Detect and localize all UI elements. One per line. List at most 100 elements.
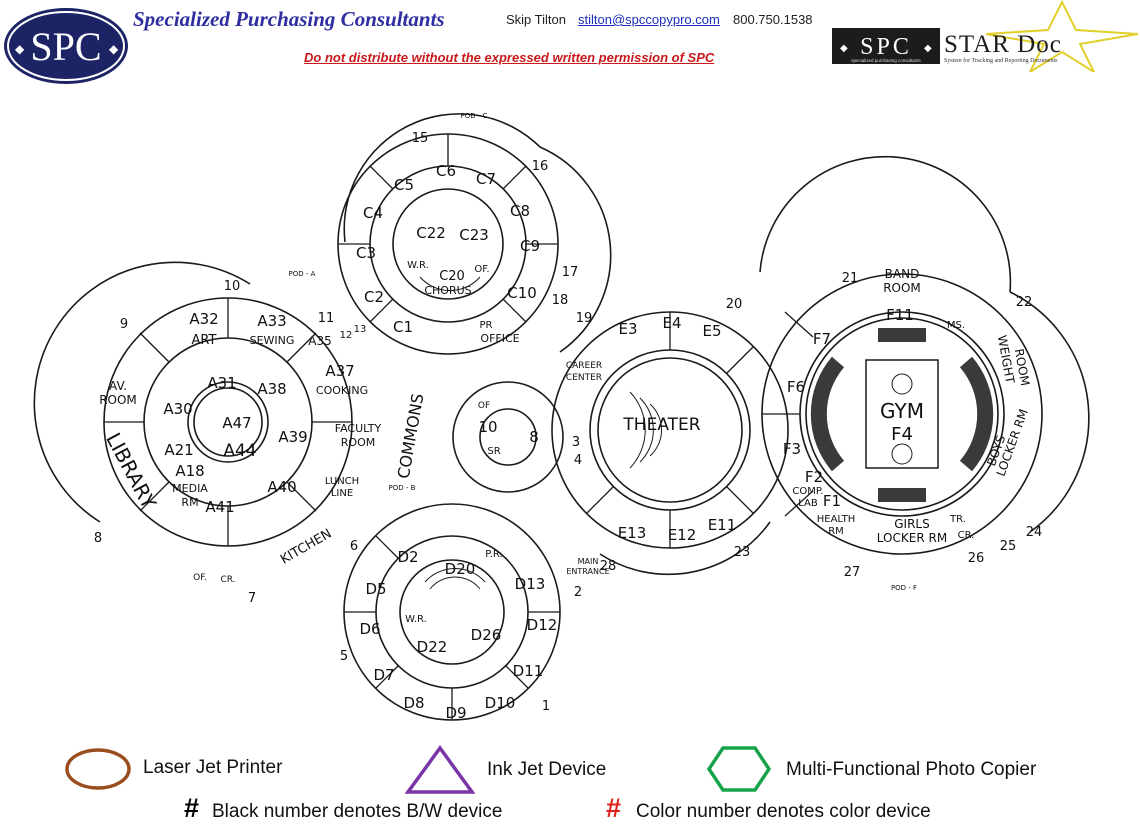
room-label: F1 xyxy=(823,492,841,510)
room-label: D20 xyxy=(445,560,476,578)
column-number: 18 xyxy=(552,293,569,308)
column-number: 24 xyxy=(1026,525,1043,540)
room-label: D2 xyxy=(397,548,418,566)
ink-jet-symbol-icon xyxy=(405,745,475,794)
stardoc-logo: SPC ◆ ◆ specialized purchasing consultan… xyxy=(832,0,1139,72)
contact-phone: 800.750.1538 xyxy=(733,12,813,27)
room-label: RM xyxy=(828,526,844,537)
stardoc-title: STAR Doc xyxy=(944,31,1062,58)
column-number: 8 xyxy=(94,531,102,546)
room-label: A37 xyxy=(325,362,354,380)
room-label: D13 xyxy=(515,575,546,593)
column-number: 28 xyxy=(600,559,617,574)
column-number: 22 xyxy=(1016,295,1033,310)
svg-text:◆: ◆ xyxy=(840,43,848,54)
room-label: THEATER xyxy=(622,415,700,435)
column-number: 25 xyxy=(1000,539,1017,554)
contact-name: Skip Tilton xyxy=(506,12,566,27)
room-label: LUNCH xyxy=(325,476,359,487)
room-label: C3 xyxy=(356,244,376,262)
column-number: 27 xyxy=(844,565,861,580)
room-label: D10 xyxy=(485,694,516,712)
room-label: KITCHEN xyxy=(278,526,334,567)
room-label: COOKING xyxy=(316,384,368,397)
legend-color-note: Color number denotes color device xyxy=(636,801,931,822)
room-label: E3 xyxy=(618,320,637,338)
column-number: 10 xyxy=(224,279,241,294)
column-number: 19 xyxy=(576,311,593,326)
stardoc-spc-text: SPC xyxy=(860,34,912,60)
room-label: E13 xyxy=(618,524,647,542)
room-label: F3 xyxy=(783,440,801,458)
room-label: SEWING xyxy=(250,334,295,347)
room-label: CHORUS xyxy=(424,284,471,297)
room-label: A33 xyxy=(257,312,286,330)
room-label: HEALTH xyxy=(817,514,856,525)
room-label: AV. xyxy=(109,379,127,393)
contact-email-link[interactable]: stilton@spccopypro.com xyxy=(578,12,720,27)
room-label: D9 xyxy=(445,704,466,722)
room-label: C9 xyxy=(520,237,540,255)
room-label: A35 xyxy=(308,334,331,348)
room-label: D26 xyxy=(471,626,502,644)
column-number: 11 xyxy=(318,311,335,326)
bw-number-mark: # xyxy=(184,793,200,823)
column-number: 9 xyxy=(120,317,128,332)
header: SPC ◆ ◆ Specialized Purchasing Consultan… xyxy=(0,0,1140,92)
column-number: 17 xyxy=(562,265,579,280)
room-label: D8 xyxy=(403,694,424,712)
room-label: ENTRANCE xyxy=(566,567,609,576)
room-label: ROOM xyxy=(883,281,921,295)
column-number: 2 xyxy=(574,585,582,600)
svg-text:◆: ◆ xyxy=(924,43,932,54)
room-label: D12 xyxy=(527,616,558,634)
column-number: 1 xyxy=(542,699,550,714)
pod-label: POD - A xyxy=(289,270,316,278)
copier-symbol-icon xyxy=(706,746,772,792)
room-label: A21 xyxy=(164,441,193,459)
room-label: OF xyxy=(478,401,490,411)
room-label: BAND xyxy=(885,267,920,281)
room-label: OFFICE xyxy=(480,332,519,345)
room-label: E12 xyxy=(668,526,697,544)
room-label: MEDIA xyxy=(172,482,208,495)
room-label: C1 xyxy=(393,318,413,336)
svg-text:◆: ◆ xyxy=(109,42,119,56)
room-label: A38 xyxy=(257,380,286,398)
spc-logo-text: SPC xyxy=(30,24,101,69)
column-number: 13 xyxy=(354,324,367,335)
room-label: CAREER xyxy=(566,361,602,371)
room-label: D5 xyxy=(365,580,386,598)
room-label: F7 xyxy=(813,330,831,348)
room-label: F4 xyxy=(891,424,913,445)
column-number: 12 xyxy=(340,330,353,341)
room-label: W.R. xyxy=(405,614,427,625)
room-label: CR. xyxy=(958,530,975,541)
room-label: A39 xyxy=(278,428,307,446)
stardoc-sub-text: specialized purchasing consultants xyxy=(851,58,921,63)
room-label: SR xyxy=(487,446,500,457)
room-label: A32 xyxy=(189,310,218,328)
room-label: C20 xyxy=(439,269,465,284)
school-floor-plan: A32 ART A33 SEWING A35 A37 COOKING A31 A… xyxy=(33,112,1090,722)
room-label: GYM xyxy=(880,399,924,423)
room-label: A40 xyxy=(267,478,296,496)
room-label: GIRLS xyxy=(894,517,929,531)
room-label: A47 xyxy=(222,414,251,432)
legend-mfp-label: Multi-Functional Photo Copier xyxy=(786,759,1037,780)
room-label: TR. xyxy=(949,514,966,525)
room-label: C7 xyxy=(476,170,496,188)
commons-label: COMMONS xyxy=(394,392,428,480)
column-number: 4 xyxy=(574,453,582,468)
room-label: FACULTY xyxy=(335,422,382,435)
company-name: Specialized Purchasing Consultants xyxy=(133,7,445,31)
room-label: C10 xyxy=(507,284,537,302)
room-label: A41 xyxy=(205,498,234,516)
pod-label: POD - C xyxy=(461,112,488,120)
room-label: CR. xyxy=(220,575,235,585)
room-label: ART xyxy=(192,333,217,348)
room-label: C23 xyxy=(459,226,489,244)
svg-text:◆: ◆ xyxy=(15,42,25,56)
room-label: C4 xyxy=(363,204,383,222)
column-number: 26 xyxy=(968,551,985,566)
